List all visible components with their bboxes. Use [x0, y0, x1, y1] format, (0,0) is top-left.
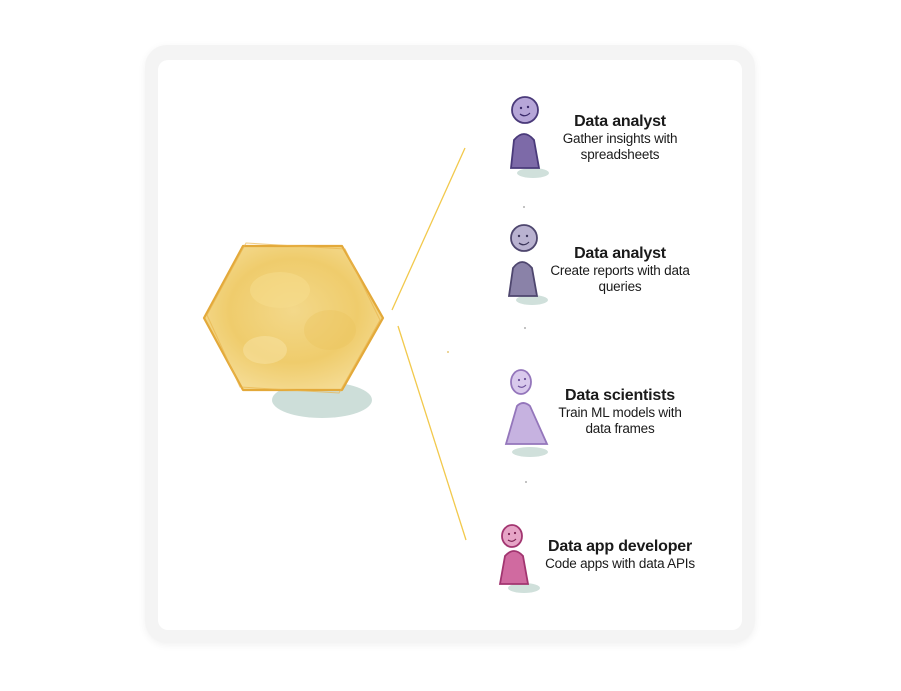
persona-description-line1: Gather insights with — [562, 131, 678, 147]
person-icon — [507, 224, 548, 305]
persona-data-analyst-queries: Data analyst Create reports with data qu… — [535, 245, 705, 294]
persona-description-line2: data frames — [585, 420, 655, 436]
persona-title: Data analyst — [574, 113, 666, 130]
persona-description-line2: spreadsheets — [580, 146, 660, 162]
connector-line-top — [391, 147, 466, 311]
hexagon-data-platform — [202, 242, 385, 394]
person-icon — [504, 369, 549, 457]
persona-data-scientists: Data scientists Train ML models with dat… — [545, 387, 695, 436]
persona-description-line1: Create reports with data — [550, 263, 690, 279]
separator-dot — [524, 327, 526, 329]
persona-title: Data app developer — [547, 538, 692, 555]
separator-dot — [525, 481, 527, 483]
persona-description-line2: queries — [598, 278, 642, 294]
persona-data-app-developer: Data app developer Code apps with data A… — [535, 538, 705, 572]
persona-data-analyst-spreadsheets: Data analyst Gather insights with spread… — [545, 113, 695, 162]
separator-dot — [447, 351, 449, 353]
separator-dot — [523, 206, 525, 208]
persona-description-line1: Train ML models with — [558, 405, 682, 421]
person-icon — [498, 524, 540, 593]
person-icon — [509, 96, 549, 178]
persona-title: Data analyst — [574, 245, 666, 262]
persona-title: Data scientists — [565, 387, 675, 404]
connector-line-bottom — [397, 325, 467, 541]
persona-description-line1: Code apps with data APIs — [545, 556, 695, 572]
